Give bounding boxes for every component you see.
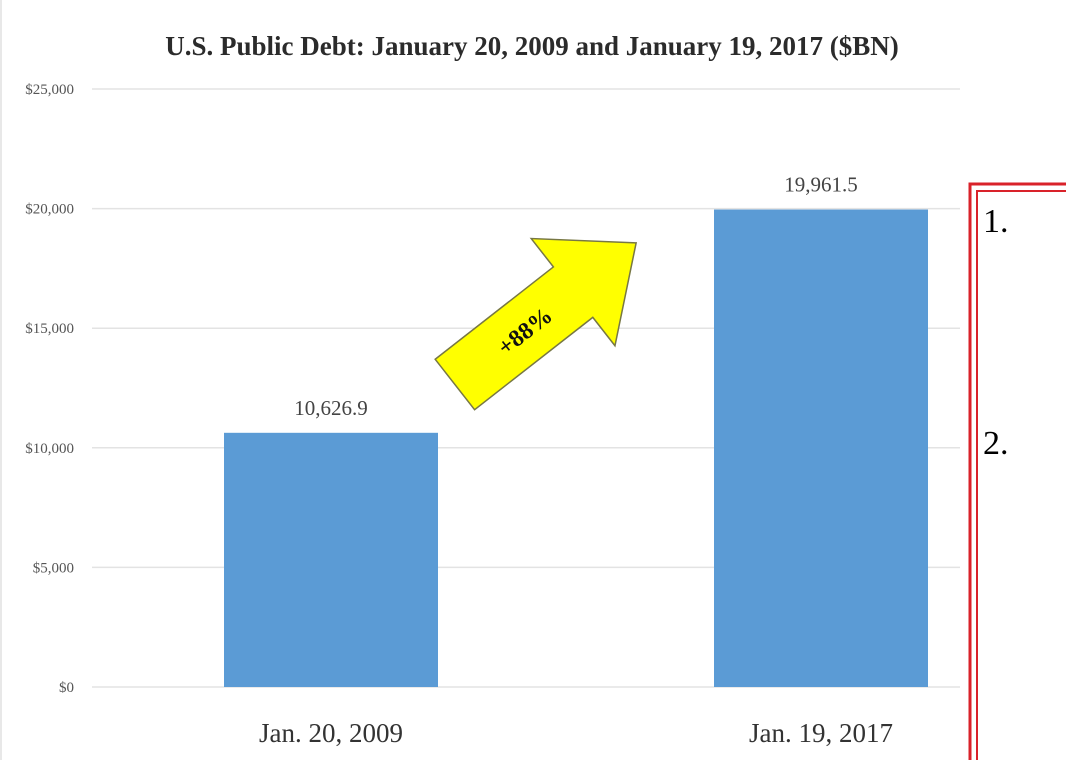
x-category-label: Jan. 20, 2009 (259, 718, 403, 748)
chart-title: U.S. Public Debt: January 20, 2009 and J… (165, 31, 899, 61)
bar-value-label: 19,961.5 (784, 173, 858, 197)
side-panel-inner-border (976, 190, 1066, 765)
x-axis-categories: Jan. 20, 2009 Jan. 19, 2017 (259, 718, 893, 748)
side-panel: 1. 2. (968, 182, 1066, 765)
y-axis-ticks: $0 $5,000 $10,000 $15,000 $20,000 $25,000 (25, 82, 74, 696)
arrow-up-right-icon (434, 237, 638, 411)
y-tick-label: $20,000 (25, 202, 74, 218)
bars (224, 209, 928, 687)
growth-arrow: +88% (434, 237, 638, 411)
side-item-2: 2. (983, 425, 1009, 462)
y-tick-label: $10,000 (25, 441, 74, 457)
data-labels: 10,626.9 19,961.5 (294, 173, 858, 420)
bar-value-label: 10,626.9 (294, 396, 368, 420)
x-category-label: Jan. 19, 2017 (749, 718, 893, 748)
y-tick-label: $5,000 (33, 560, 74, 576)
side-panel-outer-border (968, 182, 1066, 765)
y-tick-label: $0 (59, 680, 74, 696)
side-item-1: 1. (983, 203, 1009, 240)
bar (224, 432, 438, 687)
bar (714, 209, 928, 687)
y-tick-label: $25,000 (25, 82, 74, 98)
y-tick-label: $15,000 (25, 321, 74, 337)
